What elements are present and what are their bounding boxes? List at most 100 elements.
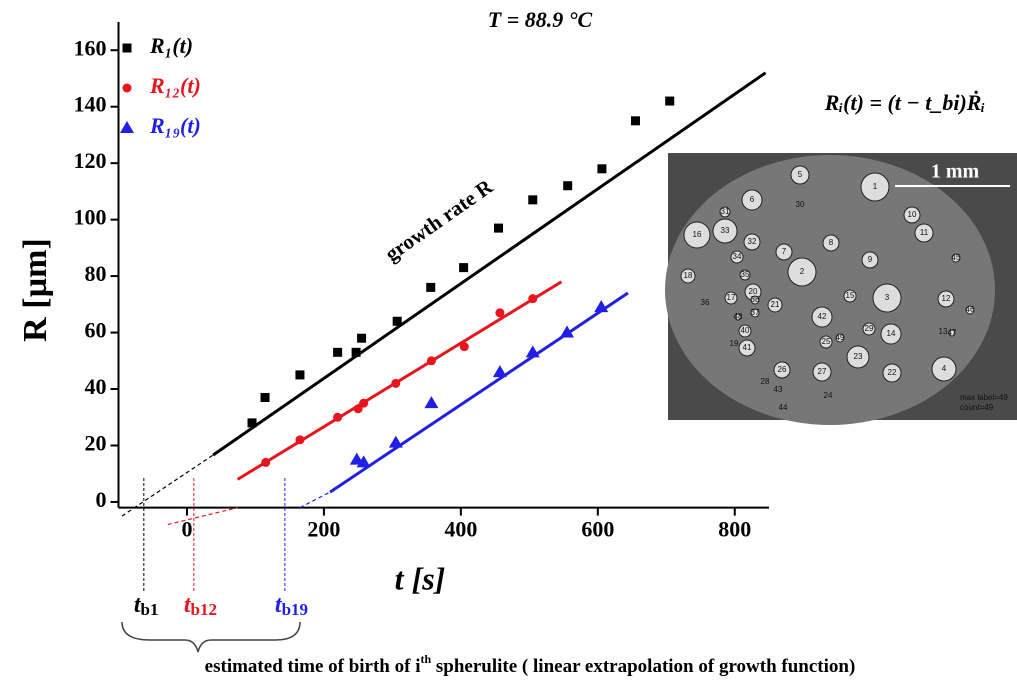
spherulite-label: 6 (750, 195, 755, 204)
legend-label: R₁(t) (149, 33, 193, 58)
x-tick-label: 400 (444, 517, 477, 542)
spherulite-label: 2 (800, 267, 805, 276)
y-tick-label: 140 (74, 92, 107, 117)
data-point (631, 116, 640, 125)
data-point (494, 224, 503, 233)
spherulite-label: 47 (948, 328, 957, 337)
spherulite-label: 33 (721, 226, 730, 235)
spherulite-label: 37 (751, 308, 760, 317)
scale-bar-label: 1 mm (931, 161, 980, 183)
chart-title: T = 88.9 °C (488, 7, 593, 32)
micrograph-inset: max label=49 count=49 123456789101112131… (665, 153, 1017, 425)
spherulite-label: 22 (888, 368, 897, 377)
spherulite-label: 41 (743, 343, 752, 352)
data-point (352, 348, 361, 357)
y-tick-label: 60 (85, 318, 107, 343)
spherulite-label: 3 (885, 293, 890, 302)
spherulite-label: 8 (829, 238, 834, 247)
birth-time-sub: b12 (190, 600, 216, 619)
y-tick-label: 40 (85, 374, 107, 399)
spherulite-label: 48 (734, 312, 743, 321)
spherulite-label: 44 (779, 403, 788, 412)
spherulite-label: 29 (865, 324, 874, 333)
data-point (261, 458, 270, 467)
x-tick-label: 800 (718, 517, 751, 542)
data-point (359, 399, 368, 408)
spherulite-label: 45 (952, 253, 961, 262)
y-tick-label: 100 (74, 205, 107, 230)
spherulite-label: 30 (796, 200, 805, 209)
caption-text: estimated time of birth of i (205, 656, 421, 677)
spherulite-label: 42 (818, 312, 827, 321)
data-point (248, 418, 257, 427)
data-point (459, 263, 468, 272)
data-point (528, 195, 537, 204)
spherulite-label: 27 (818, 367, 827, 376)
spherulite-label: 15 (846, 291, 855, 300)
data-point (528, 294, 537, 303)
inset-info: count=49 (960, 403, 994, 412)
data-point (460, 342, 469, 351)
legend-label: R₁₂(t) (149, 73, 201, 98)
spherulite-label: 43 (774, 385, 783, 394)
data-point (665, 97, 674, 106)
data-point (597, 164, 606, 173)
data-point (495, 308, 504, 317)
spherulite-label: 9 (868, 255, 873, 264)
spherulite-label: 19 (730, 339, 739, 348)
data-point (563, 181, 572, 190)
spherulite-label: 31 (721, 207, 730, 216)
data-point (393, 317, 402, 326)
data-point (357, 334, 366, 343)
birth-time-sub: b1 (141, 600, 159, 619)
spherulite-label: 10 (908, 210, 917, 219)
y-axis-label: R [µm] (17, 238, 54, 342)
legend-marker (123, 84, 132, 93)
spherulite-label: 16 (693, 230, 702, 239)
caption: estimated time of birth of ith spherulit… (205, 652, 856, 678)
data-point (333, 413, 342, 422)
data-point (333, 348, 342, 357)
spherulite-label: 36 (701, 298, 710, 307)
spherulite-label: 38 (751, 295, 760, 304)
data-point (261, 393, 270, 402)
y-tick-label: 120 (74, 148, 107, 173)
spherulite-label: 32 (748, 237, 757, 246)
caption-text: spherulite ( linear extrapolation of gro… (431, 656, 855, 677)
spherulite-label: 23 (854, 352, 863, 361)
spherulite-label: 21 (771, 300, 780, 309)
x-tick-label: 200 (307, 517, 340, 542)
spherulite-label: 12 (942, 294, 951, 303)
spherulite-label: 40 (741, 326, 750, 335)
spherulite-label: 11 (920, 228, 929, 237)
data-point (391, 379, 400, 388)
y-tick-label: 80 (85, 261, 107, 286)
caption-sup: th (420, 652, 431, 666)
chart: T = 88.9 °C Rᵢ(t) = (t − t_bi)Ṙᵢ R [µm] … (0, 0, 1017, 692)
x-axis-label: t [s] (395, 560, 446, 596)
legend-label: R₁₉(t) (149, 113, 201, 138)
data-point (295, 435, 304, 444)
spherulite-label: 18 (684, 271, 693, 280)
birth-time-sub: b19 (282, 600, 308, 619)
data-point (426, 283, 435, 292)
spherulite-label: 14 (887, 329, 896, 338)
legend-marker (123, 44, 132, 53)
y-tick-label: 20 (85, 431, 107, 456)
spherulite-label: 46 (966, 305, 975, 314)
spherulite-label: 25 (822, 337, 831, 346)
data-point (427, 356, 436, 365)
spherulite-label: 24 (824, 391, 833, 400)
data-point (295, 370, 304, 379)
micrograph-field (665, 155, 995, 425)
formula: Rᵢ(t) = (t − t_bi)Ṙᵢ (824, 90, 985, 115)
spherulite-label: 5 (798, 170, 803, 179)
spherulite-label: 26 (778, 365, 787, 374)
inset-info: max label=49 (960, 393, 1008, 402)
spherulite-label: 17 (727, 293, 736, 302)
spherulite-label: 28 (761, 377, 770, 386)
y-tick-label: 0 (96, 487, 107, 512)
spherulite-label: 49 (836, 333, 845, 342)
spherulite-label: 4 (942, 364, 947, 373)
spherulite-label: 34 (733, 252, 742, 261)
